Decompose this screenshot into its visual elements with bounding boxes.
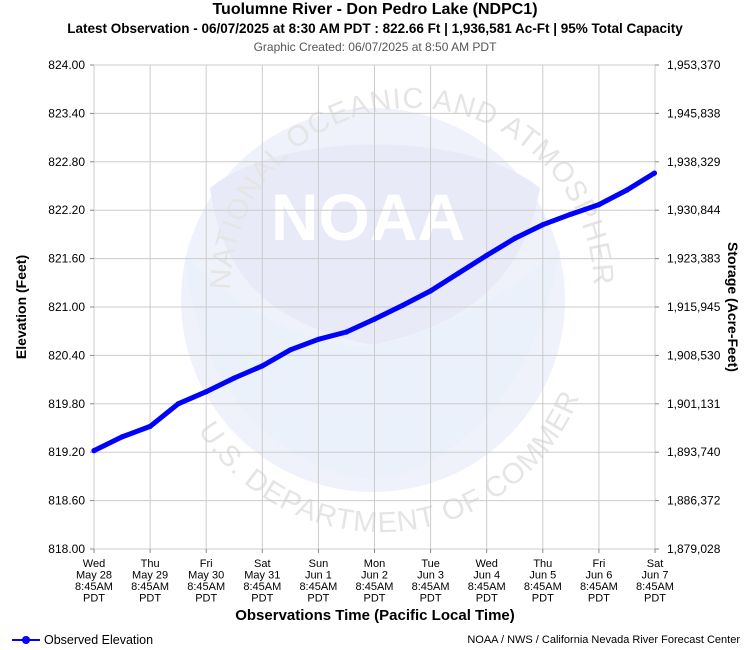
y-tick-label: 822.20 [48, 203, 85, 217]
x-tick-label: Fri May 30 8:45AM PDT [187, 558, 225, 605]
y2-tick-label: 1,923,383 [667, 252, 721, 266]
chart-title: Tuolumne River - Don Pedro Lake (NDPC1) [212, 1, 538, 18]
data-point [456, 270, 462, 276]
x-tick-label: Fri Jun 6 8:45AM PDT [580, 558, 618, 605]
data-point [484, 252, 490, 258]
data-point [568, 211, 574, 217]
y2-axis-label: Storage (Acre-Feet) [725, 242, 741, 372]
y2-tick-label: 1,945,838 [667, 106, 721, 120]
data-point [400, 302, 406, 308]
data-point [371, 316, 378, 322]
x-axis: Wed May 28 8:45AM PDT Thu May 29 8:45AM PDT Fri M… [75, 549, 674, 605]
x-tick-label: Tue Jun 3 8:45AM PDT [412, 558, 450, 605]
data-point [624, 187, 630, 193]
y-tick-label: 818.60 [48, 494, 85, 508]
y2-tick-label: 1,953,370 [667, 58, 721, 72]
y-tick-label: 818.00 [48, 542, 85, 556]
legend-label: Observed Elevation [44, 633, 154, 647]
y-tick-label: 822.80 [48, 155, 85, 169]
y2-tick-label: 1,915,945 [667, 300, 721, 314]
legend: Observed Elevation [12, 633, 153, 647]
credit: NOAA / NWS / California Nevada River For… [467, 634, 740, 646]
noaa-watermark: NOAA NATIONAL OCEANIC AND ATMOSPHERIC AD… [0, 0, 618, 539]
y-tick-label: 821.60 [48, 252, 85, 266]
grid-lines [93, 64, 656, 550]
y-tick-label: 819.80 [48, 397, 85, 411]
data-point [259, 363, 265, 369]
x-tick-label: Wed Jun 4 8:45AM PDT [468, 558, 506, 605]
x-axis-label: Observations Time (Pacific Local Time) [235, 607, 515, 624]
data-point [287, 347, 293, 353]
data-point [428, 288, 434, 294]
watermark-logo-text: NOAA [271, 180, 465, 254]
y-tick-label: 821.00 [48, 300, 85, 314]
y2-tick-label: 1,879,028 [667, 542, 721, 556]
y2-tick-label: 1,893,740 [667, 445, 721, 459]
x-tick-label: Sat May 31 8:45AM PDT [243, 558, 281, 605]
y2-tick-label: 1,886,372 [667, 494, 721, 508]
data-point [343, 329, 349, 335]
data-point [91, 448, 97, 454]
watermark-wave [185, 250, 560, 480]
x-tick-label: Mon Jun 2 8:45AM PDT [356, 558, 394, 605]
y2-tick-label: 1,938,329 [667, 155, 721, 169]
y-axis-right: 1,953,370 1,945,838 1,938,329 1,930,844 1,92… [655, 58, 721, 556]
y-tick-label: 823.40 [48, 106, 85, 120]
data-point [203, 389, 209, 395]
x-tick-label: Sun Jun 1 8:45AM PDT [299, 558, 337, 605]
data-point [119, 434, 125, 440]
x-tick-label: Sat Jun 7 8:45AM PDT [636, 558, 674, 605]
y-axis-label: Elevation (Feet) [13, 255, 29, 359]
data-point [651, 170, 658, 176]
y-tick-label: 819.20 [48, 445, 85, 459]
latest-observation: Latest Observation - 06/07/2025 at 8:30 … [67, 21, 683, 36]
data-point [315, 336, 321, 342]
x-tick-label: Thu May 29 8:45AM PDT [131, 558, 169, 605]
data-point [540, 222, 546, 228]
x-tick-label: Wed May 28 8:45AM PDT [75, 558, 113, 605]
data-point [596, 202, 602, 208]
data-point [512, 235, 518, 241]
legend-line-marker-icon [12, 634, 40, 646]
data-point [231, 375, 237, 381]
data-point [175, 401, 181, 407]
series-observed-elevation [91, 170, 658, 454]
y2-tick-label: 1,908,530 [667, 348, 721, 362]
data-point [147, 423, 153, 429]
y-tick-label: 820.40 [48, 348, 85, 362]
graphic-created: Graphic Created: 06/07/2025 at 8:50 AM P… [253, 40, 497, 54]
y2-tick-label: 1,930,844 [667, 203, 721, 217]
y2-tick-label: 1,901,131 [667, 397, 721, 411]
y-tick-label: 824.00 [48, 58, 85, 72]
y-axis-left: 824.00 823.40 822.80 822.20 821.60 821.00 820.… [48, 58, 94, 556]
x-tick-label: Thu Jun 5 8:45AM PDT [524, 558, 562, 605]
